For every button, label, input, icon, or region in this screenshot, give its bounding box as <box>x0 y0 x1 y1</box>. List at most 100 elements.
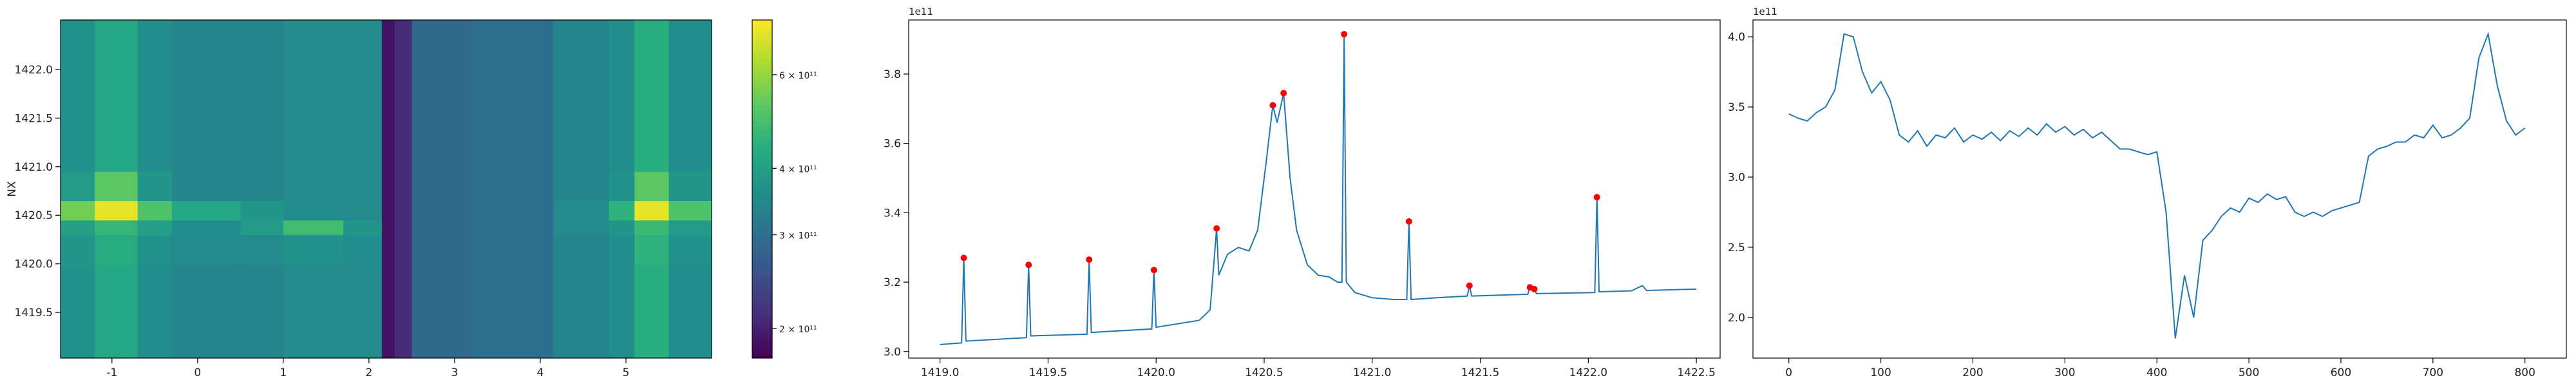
x-tick-label: 1419.5 <box>1029 366 1067 379</box>
heat-cell <box>553 234 609 265</box>
heat-cell <box>95 69 138 119</box>
heat-cell <box>381 234 395 265</box>
heat-cell <box>394 171 412 202</box>
heat-cell <box>240 20 284 70</box>
heat-cell <box>171 220 241 235</box>
heat-cell <box>137 263 173 313</box>
heat-cell <box>240 118 284 172</box>
x-tick-label: 0 <box>1785 366 1792 379</box>
y-tick-label: 3.6 <box>884 138 901 151</box>
peak-marker <box>1086 256 1093 263</box>
heat-cell <box>61 171 95 202</box>
heat-cell <box>95 200 138 221</box>
heat-cell <box>381 263 395 313</box>
heat-cell <box>668 263 712 313</box>
heat-cell <box>61 312 95 358</box>
heat-cell <box>137 171 173 202</box>
peak-marker <box>1466 282 1473 289</box>
y-tick-label: 3.2 <box>884 276 901 289</box>
heat-cell <box>394 20 412 70</box>
heat-cell <box>634 69 669 119</box>
colorbar-tick-label: 6 × 10¹¹ <box>779 71 817 81</box>
heat-cell <box>609 69 635 119</box>
heat-cell <box>343 171 383 202</box>
colorbar-tick-label: 4 × 10¹¹ <box>779 164 817 175</box>
peak-marker <box>1150 267 1157 274</box>
x-tick-label: 800 <box>2514 366 2535 379</box>
heat-cell <box>394 220 412 235</box>
heat-cell <box>283 20 344 70</box>
heat-cell <box>412 234 473 265</box>
heat-cell <box>412 69 473 119</box>
heat-cell <box>95 234 138 265</box>
heat-cell <box>634 118 669 172</box>
heat-cell <box>553 118 609 172</box>
heat-cell <box>634 171 669 202</box>
data-line <box>1788 32 2526 339</box>
heat-cell <box>171 69 241 119</box>
heat-cell <box>240 220 284 235</box>
axes-frame <box>908 19 1721 359</box>
heat-cell <box>609 20 635 70</box>
heat-cell <box>240 200 284 221</box>
heat-cell <box>343 220 383 235</box>
x-tick-label: 1422.0 <box>1569 366 1607 379</box>
heat-cell <box>609 118 635 172</box>
heat-cell <box>394 234 412 265</box>
heat-cell <box>61 69 95 119</box>
heat-cell <box>283 171 344 202</box>
heat-cell <box>394 69 412 119</box>
offset-label: 1e11 <box>1753 6 1777 17</box>
peak-marker <box>960 254 967 261</box>
peak-marker <box>1269 102 1276 109</box>
peak-marker <box>1341 31 1348 38</box>
heat-cell <box>381 118 395 172</box>
peak-marker <box>1405 218 1412 225</box>
x-tick-label: 100 <box>1870 366 1891 379</box>
heat-cell <box>95 20 138 70</box>
heat-cell <box>283 220 344 235</box>
heat-cell <box>283 69 344 119</box>
x-tick-label: 1419.0 <box>921 366 959 379</box>
peak-marker <box>1025 261 1032 269</box>
heat-cell <box>471 118 554 172</box>
x-tick-label: 600 <box>2331 366 2351 379</box>
heat-cell <box>553 20 609 70</box>
heat-cell <box>394 118 412 172</box>
heat-cell <box>412 171 473 202</box>
heat-cell <box>95 263 138 313</box>
heat-cell <box>412 263 473 313</box>
heat-cell <box>137 200 173 221</box>
x-tick-label: 3 <box>451 366 459 379</box>
heat-cell <box>394 312 412 358</box>
colorbar <box>752 20 772 358</box>
x-tick-label: 1421.0 <box>1353 366 1391 379</box>
x-tick-label: 1 <box>279 366 287 379</box>
heat-cell <box>412 312 473 358</box>
colorbar-tick-label: 3 × 10¹¹ <box>779 231 817 242</box>
heat-cell <box>634 312 669 358</box>
heat-cell <box>381 220 395 235</box>
y-tick-label: 2.0 <box>1728 312 1745 325</box>
heat-cell <box>95 171 138 202</box>
heat-cell <box>381 69 395 119</box>
heat-cell <box>95 118 138 172</box>
heat-cell <box>668 220 712 235</box>
heat-cell <box>471 263 554 313</box>
x-tick-label: 500 <box>2239 366 2259 379</box>
heat-cell <box>343 20 383 70</box>
heat-cell <box>171 312 241 358</box>
heat-cell <box>171 20 241 70</box>
heat-cell <box>668 20 712 70</box>
heat-cell <box>381 312 395 358</box>
x-tick-label: 200 <box>1962 366 1983 379</box>
heat-cell <box>283 312 344 358</box>
x-tick-label: 4 <box>537 366 544 379</box>
y-tick-label: 4.0 <box>1728 31 1745 44</box>
heat-cell <box>171 234 241 265</box>
heat-cell <box>61 118 95 172</box>
heat-cell <box>412 200 473 221</box>
x-tick-label: 1422.5 <box>1677 366 1715 379</box>
heat-cell <box>61 200 95 221</box>
heat-cell <box>609 263 635 313</box>
